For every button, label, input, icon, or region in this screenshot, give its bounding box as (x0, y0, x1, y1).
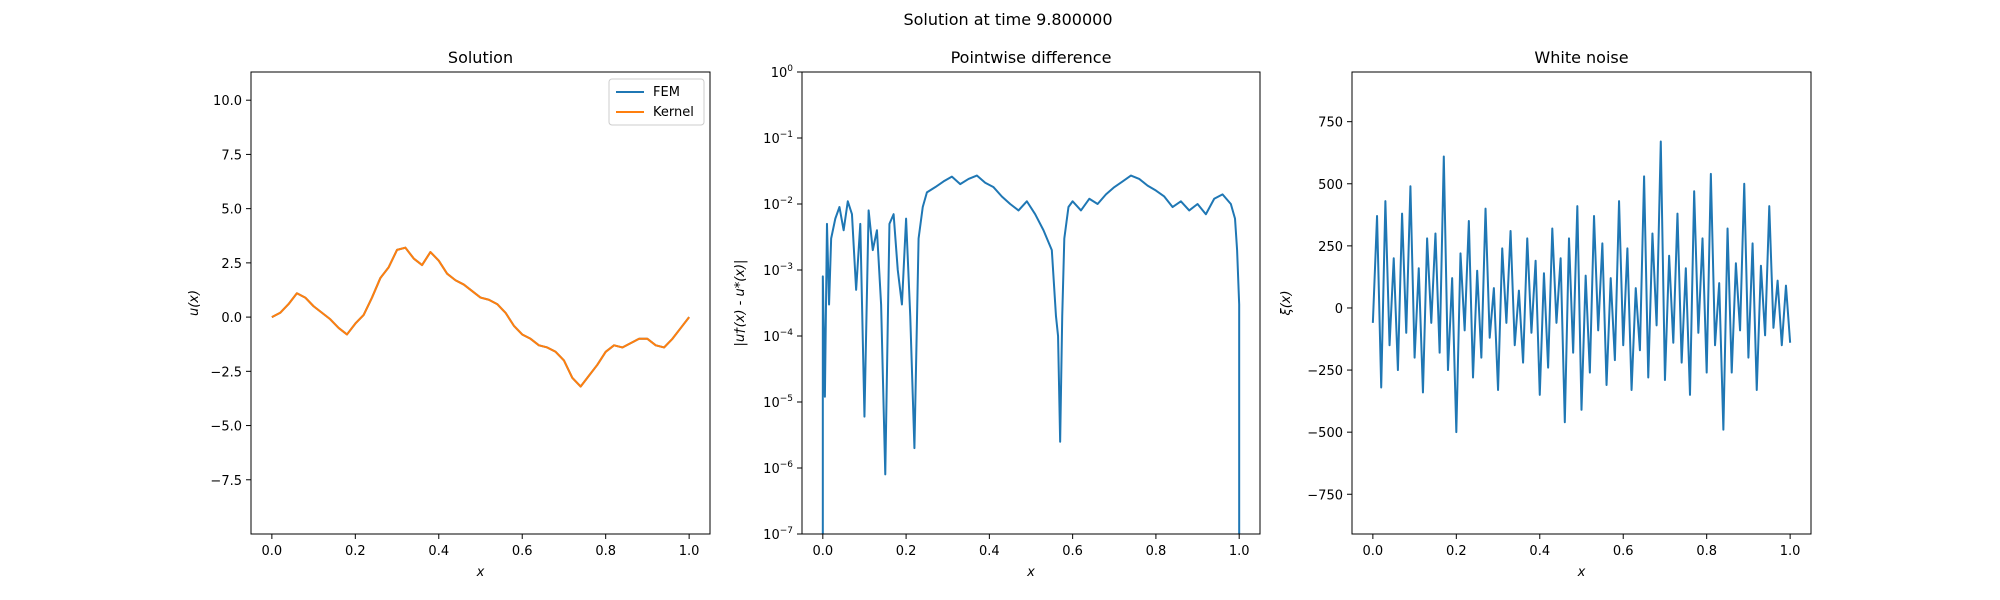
y-tick-label: 10−4 (763, 328, 793, 345)
plot-frame (250, 71, 711, 535)
y-tick-label: −750 (1307, 488, 1343, 503)
x-tick-group: 0.0 0.2 0.4 0.6 0.8 1.0 (1363, 534, 1801, 559)
y-tick-label: −7.5 (210, 474, 242, 489)
x-tick-label: 1.0 (1229, 544, 1250, 559)
x-tick-label: 1.0 (1780, 544, 1801, 559)
x-axis-label: x (1026, 565, 1035, 580)
y-tick-label: 5.0 (221, 203, 242, 218)
x-tick-label: 0.8 (595, 544, 616, 559)
x-tick-label: 0.6 (1613, 544, 1634, 559)
panel-white-noise: White noise 0.0 0.2 0.4 0.6 0.8 1.0 −750−500−… (1279, 48, 1812, 580)
x-axis-label: x (1577, 565, 1586, 580)
y-tick-label: 10−1 (763, 130, 793, 147)
figure-suptitle: Solution at time 9.800000 (903, 10, 1112, 29)
series-line-0 (1371, 140, 1792, 434)
y-tick-label: 10−3 (763, 262, 793, 279)
x-tick-label: 0.0 (1363, 544, 1384, 559)
y-tick-label: −5.0 (210, 420, 242, 435)
chart-title: White noise (1534, 48, 1628, 67)
y-axis-label: ξ(x) (1279, 290, 1294, 316)
y-tick-group: −7.5 −5.0 −2.5 0.0 2.5 5.0 7.5 10.0 (210, 94, 251, 489)
y-tick-label: 100 (771, 64, 794, 81)
x-tick-label: 0.6 (512, 544, 533, 559)
x-tick-label: 0.6 (1062, 544, 1083, 559)
series-group (271, 246, 690, 388)
x-tick-label: 0.2 (345, 544, 366, 559)
series-group (821, 174, 1241, 534)
x-tick-label: 0.0 (262, 544, 283, 559)
x-tick-label: 0.8 (1146, 544, 1167, 559)
panel-solution: Solution 0.0 0.2 0.4 0.6 0.8 1.0 −7.5 −5.0 −2.5… (187, 48, 711, 580)
y-tick-label: 10−6 (763, 460, 793, 477)
series-group (1371, 140, 1792, 434)
y-tick-label: −2.5 (210, 365, 242, 380)
x-tick-label: 0.0 (812, 544, 833, 559)
y-tick-label: −250 (1307, 364, 1343, 379)
plot-frame (801, 71, 1261, 535)
x-tick-label: 0.2 (1446, 544, 1467, 559)
legend-label-fem: FEM (653, 85, 680, 100)
plot-area (251, 72, 710, 534)
x-tick-label: 0.4 (979, 544, 1000, 559)
plot-frame (1351, 71, 1812, 535)
x-tick-label: 0.4 (428, 544, 449, 559)
y-tick-label: 10−7 (763, 526, 793, 543)
x-tick-group: 0.0 0.2 0.4 0.6 0.8 1.0 (812, 534, 1250, 559)
y-tick-label: 10.0 (213, 94, 242, 109)
y-tick-label: −500 (1307, 426, 1343, 441)
x-tick-label: 0.4 (1529, 544, 1550, 559)
y-tick-group: −750 −500 −250 0 250 500 750 (1307, 116, 1352, 503)
x-tick-label: 0.2 (896, 544, 917, 559)
series-line-0 (821, 174, 1241, 534)
x-tick-label: 0.8 (1696, 544, 1717, 559)
series-line-kernel (271, 246, 690, 388)
chart-title: Solution (448, 48, 513, 67)
legend: FEM Kernel (608, 78, 705, 126)
y-tick-label: 10−5 (763, 394, 793, 411)
legend-box (608, 78, 705, 126)
plot-area (802, 72, 1260, 534)
y-tick-label: 2.5 (221, 257, 242, 272)
x-axis-label: x (476, 565, 485, 580)
y-tick-label: 0.0 (221, 311, 242, 326)
y-tick-group: 10−7 10−6 10−5 10−4 10−3 10−2 10−1 100 (763, 64, 802, 543)
y-tick-label: 250 (1318, 240, 1343, 255)
chart-title: Pointwise difference (951, 48, 1112, 67)
y-tick-label: 750 (1318, 116, 1343, 131)
y-tick-label: 7.5 (221, 148, 242, 163)
y-axis-label: u(x) (187, 290, 202, 316)
y-tick-label: 500 (1318, 178, 1343, 193)
y-tick-label: 10−2 (763, 196, 793, 213)
legend-label-kernel: Kernel (653, 105, 694, 120)
panel-pointwise-difference: Pointwise difference 0.0 0.2 0.4 0.6 0.8 1.0 … (733, 48, 1261, 580)
x-tick-group: 0.0 0.2 0.4 0.6 0.8 1.0 (262, 534, 700, 559)
y-axis-label: |u†(x) - u*(x)| (733, 260, 748, 347)
x-tick-label: 1.0 (679, 544, 700, 559)
y-tick-label: 0 (1335, 302, 1343, 317)
